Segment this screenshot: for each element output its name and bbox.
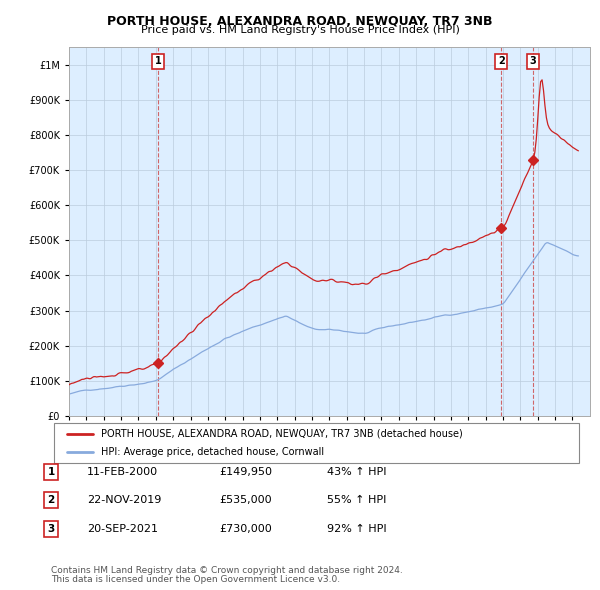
FancyBboxPatch shape [54,423,579,463]
Text: Price paid vs. HM Land Registry's House Price Index (HPI): Price paid vs. HM Land Registry's House … [140,25,460,35]
Text: 2: 2 [498,56,505,66]
Text: £535,000: £535,000 [219,496,272,505]
Text: 22-NOV-2019: 22-NOV-2019 [87,496,161,505]
Text: 3: 3 [529,56,536,66]
Text: This data is licensed under the Open Government Licence v3.0.: This data is licensed under the Open Gov… [51,575,340,584]
Text: 11-FEB-2000: 11-FEB-2000 [87,467,158,477]
Text: PORTH HOUSE, ALEXANDRA ROAD, NEWQUAY, TR7 3NB (detached house): PORTH HOUSE, ALEXANDRA ROAD, NEWQUAY, TR… [101,429,463,439]
Text: 1: 1 [155,56,161,66]
Text: HPI: Average price, detached house, Cornwall: HPI: Average price, detached house, Corn… [101,447,325,457]
Text: £730,000: £730,000 [219,524,272,533]
Text: 1: 1 [47,467,55,477]
Text: 3: 3 [47,524,55,533]
Text: 43% ↑ HPI: 43% ↑ HPI [327,467,386,477]
Text: Contains HM Land Registry data © Crown copyright and database right 2024.: Contains HM Land Registry data © Crown c… [51,566,403,575]
Text: 55% ↑ HPI: 55% ↑ HPI [327,496,386,505]
Text: 92% ↑ HPI: 92% ↑ HPI [327,524,386,533]
Text: 20-SEP-2021: 20-SEP-2021 [87,524,158,533]
Text: PORTH HOUSE, ALEXANDRA ROAD, NEWQUAY, TR7 3NB: PORTH HOUSE, ALEXANDRA ROAD, NEWQUAY, TR… [107,15,493,28]
Text: £149,950: £149,950 [219,467,272,477]
Text: 2: 2 [47,496,55,505]
